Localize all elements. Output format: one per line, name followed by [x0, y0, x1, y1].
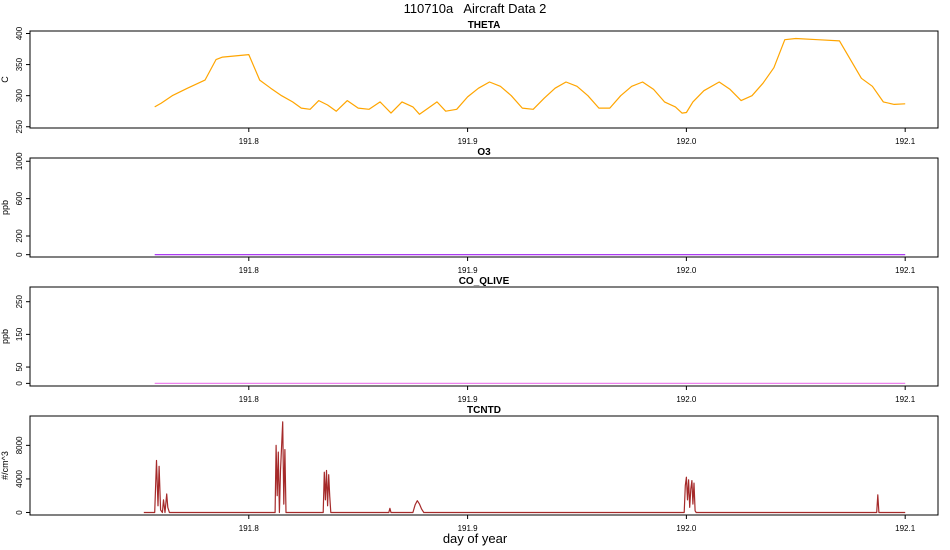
panel-0-y-tick-label-1: 300: [15, 88, 24, 102]
panel-0-title: THETA: [468, 20, 501, 31]
panel-0-x-tick-label-1: 191.9: [458, 137, 479, 146]
panel-0-x-tick-label-2: 192.0: [676, 137, 697, 146]
panel-2-y-label: ppb: [0, 329, 10, 344]
panel-1-y-tick-label-2: 600: [15, 191, 24, 205]
panel-0-x-tick-label-3: 192.1: [895, 137, 916, 146]
panel-3-y-tick-label-0: 0: [15, 510, 24, 515]
panel-1-title: O3: [477, 147, 491, 158]
panel-2-y-tick-label-1: 50: [15, 362, 24, 371]
panel-2-x-tick-label-0: 191.8: [239, 395, 260, 404]
x-axis-title: day of year: [442, 531, 508, 546]
panel-3-x-tick-label-0: 191.8: [239, 524, 260, 533]
panel-0-y-tick-label-3: 400: [15, 26, 24, 40]
panel-1-x-tick-label-0: 191.8: [239, 266, 260, 275]
panel-2-x-tick-label-1: 191.9: [458, 395, 479, 404]
panel-3-title: TCNTD: [467, 405, 501, 416]
panel-3-x-tick-label-1: 191.9: [458, 524, 479, 533]
panel-0-frame: [29, 30, 939, 129]
panel-3-series-line: [143, 421, 906, 514]
panel-2-frame: [29, 286, 939, 387]
panel-2-x-tick-label-2: 192.0: [676, 395, 697, 404]
panel-0-x-tick-label-0: 191.8: [239, 137, 260, 146]
panel-0-y-tick-label-2: 350: [15, 57, 24, 71]
panel-0-y-label: C: [0, 76, 10, 83]
page-title: 110710a Aircraft Data 2: [403, 1, 547, 16]
panel-3-frame: [29, 415, 939, 516]
panel-3-x-tick-label-2: 192.0: [676, 524, 697, 533]
panel-3-y-tick-label-1: 4000: [15, 469, 24, 487]
panel-1-y-label: ppb: [0, 200, 10, 215]
panel-0-y-tick-label-0: 250: [15, 120, 24, 134]
panel-2-y-tick-label-3: 250: [15, 294, 24, 308]
panel-1-x-tick-label-3: 192.1: [895, 266, 916, 275]
panel-2-title: CO_QLIVE: [459, 276, 510, 287]
panel-1-x-tick-label-1: 191.9: [458, 266, 479, 275]
panel-3-y-label: #/cm^3: [0, 451, 10, 480]
panel-1-y-tick-label-0: 0: [15, 252, 24, 257]
panel-1-x-tick-label-2: 192.0: [676, 266, 697, 275]
panel-2-y-tick-label-2: 150: [15, 327, 24, 341]
panel-2-x-tick-label-3: 192.1: [895, 395, 916, 404]
panel-1-y-tick-label-3: 1000: [15, 152, 24, 170]
panel-1-frame: [29, 157, 939, 258]
panel-3-y-tick-label-2: 8000: [15, 436, 24, 454]
panel-2-y-tick-label-0: 0: [15, 381, 24, 386]
panel-1-y-tick-label-1: 200: [15, 229, 24, 243]
panel-3-x-tick-label-3: 192.1: [895, 524, 916, 533]
panel-0-series-line: [154, 37, 906, 115]
